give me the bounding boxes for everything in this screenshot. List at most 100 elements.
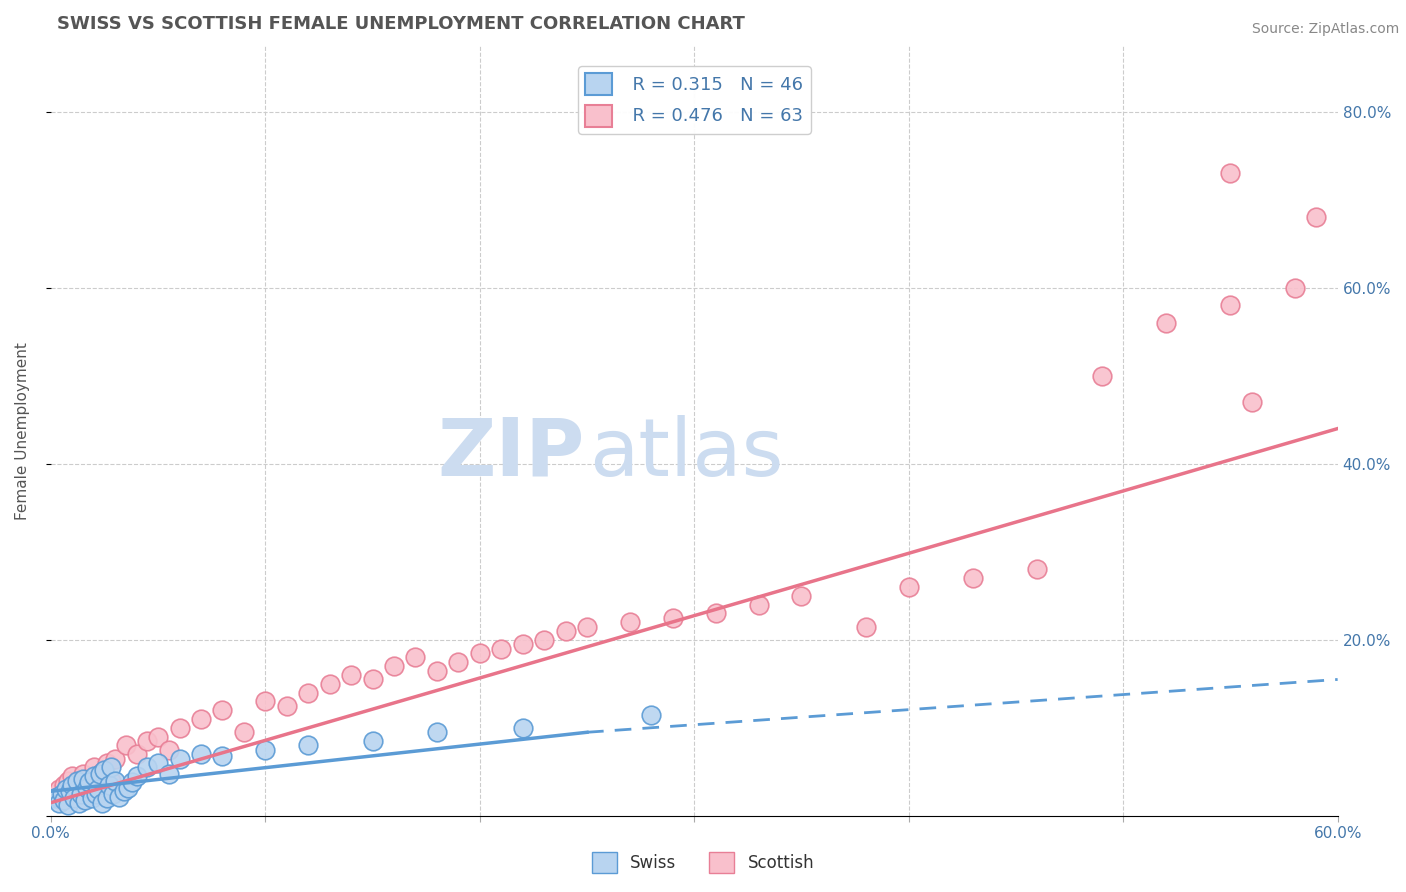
Point — [640, 707, 662, 722]
Point — [46, 789, 69, 804]
Point — [48, 796, 70, 810]
Point — [60, 778, 83, 792]
Point — [63, 791, 86, 805]
Point — [533, 632, 555, 647]
Point — [60, 769, 83, 783]
Point — [101, 787, 124, 801]
Point — [136, 760, 159, 774]
Point — [962, 571, 984, 585]
Point — [55, 791, 77, 805]
Point — [44, 787, 66, 801]
Point — [87, 782, 110, 797]
Legend:   R = 0.315   N = 46,   R = 0.476   N = 63: R = 0.315 N = 46, R = 0.476 N = 63 — [578, 66, 810, 134]
Point — [67, 780, 90, 795]
Point — [404, 650, 426, 665]
Text: SWISS VS SCOTTISH FEMALE UNEMPLOYMENT CORRELATION CHART: SWISS VS SCOTTISH FEMALE UNEMPLOYMENT CO… — [58, 15, 745, 33]
Point — [136, 734, 159, 748]
Point — [575, 620, 598, 634]
Point — [100, 760, 122, 774]
Point — [79, 778, 101, 792]
Point — [108, 789, 131, 804]
Point — [704, 607, 727, 621]
Point — [48, 782, 70, 797]
Point — [790, 589, 813, 603]
Point — [512, 721, 534, 735]
Point — [59, 784, 82, 798]
Point — [1219, 166, 1241, 180]
Point — [72, 772, 94, 786]
Text: Source: ZipAtlas.com: Source: ZipAtlas.com — [1251, 22, 1399, 37]
Point — [1240, 395, 1263, 409]
Point — [46, 789, 69, 804]
Point — [361, 673, 384, 687]
Text: atlas: atlas — [589, 415, 783, 493]
Point — [115, 739, 138, 753]
Point — [146, 756, 169, 770]
Point — [447, 655, 470, 669]
Point — [112, 784, 135, 798]
Point — [382, 659, 405, 673]
Point — [426, 664, 449, 678]
Point — [65, 775, 87, 789]
Point — [104, 773, 127, 788]
Point — [254, 743, 277, 757]
Point — [91, 796, 114, 810]
Point — [67, 796, 90, 810]
Point — [63, 784, 86, 798]
Point — [554, 624, 576, 638]
Point — [146, 730, 169, 744]
Point — [157, 743, 180, 757]
Point — [1091, 368, 1114, 383]
Point — [55, 782, 77, 797]
Point — [1154, 316, 1177, 330]
Point — [318, 677, 340, 691]
Point — [59, 787, 82, 801]
Point — [52, 778, 75, 792]
Point — [121, 775, 143, 789]
Point — [125, 769, 148, 783]
Point — [748, 598, 770, 612]
Point — [361, 734, 384, 748]
Point — [65, 773, 87, 788]
Point — [87, 787, 110, 801]
Point — [1219, 298, 1241, 312]
Point — [56, 773, 79, 788]
Point — [297, 739, 319, 753]
Point — [91, 764, 114, 779]
Point — [211, 749, 233, 764]
Point — [190, 712, 212, 726]
Point — [468, 646, 491, 660]
Point — [426, 725, 449, 739]
Point — [80, 791, 103, 805]
Point — [51, 793, 73, 807]
Point — [489, 641, 512, 656]
Point — [75, 789, 97, 804]
Point — [89, 766, 111, 780]
Point — [190, 747, 212, 762]
Point — [897, 580, 920, 594]
Point — [211, 703, 233, 717]
Legend: Swiss, Scottish: Swiss, Scottish — [585, 846, 821, 880]
Point — [169, 721, 191, 735]
Point — [56, 798, 79, 813]
Point — [96, 756, 118, 770]
Point — [619, 615, 641, 630]
Point — [70, 787, 93, 801]
Point — [52, 793, 75, 807]
Point — [232, 725, 254, 739]
Point — [104, 752, 127, 766]
Point — [83, 760, 105, 774]
Point — [512, 637, 534, 651]
Point — [1026, 562, 1049, 576]
Point — [97, 778, 120, 792]
Point — [51, 787, 73, 801]
Point — [83, 769, 105, 783]
Point — [93, 763, 115, 777]
Text: ZIP: ZIP — [437, 415, 585, 493]
Point — [340, 668, 363, 682]
Point — [72, 766, 94, 780]
Point — [1305, 211, 1327, 225]
Point — [125, 747, 148, 762]
Point — [297, 686, 319, 700]
Point — [44, 791, 66, 805]
